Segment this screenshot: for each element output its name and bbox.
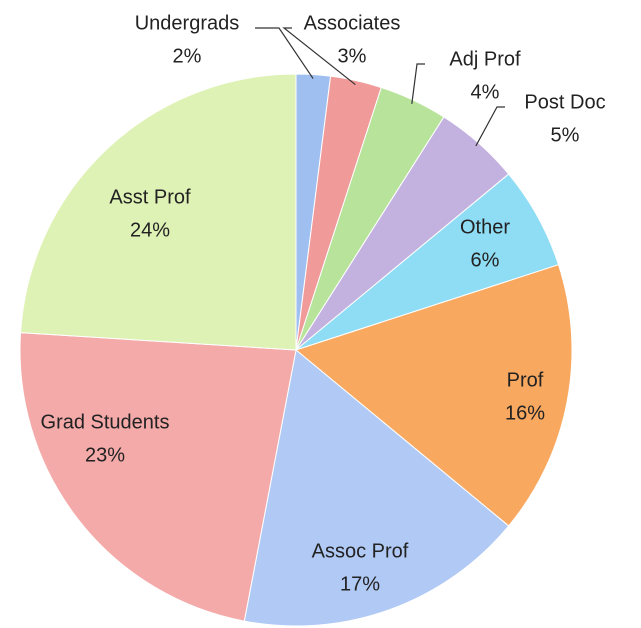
pie-slice <box>243 349 510 627</box>
slice-label: Asst Prof <box>109 186 191 208</box>
leader-line <box>282 27 356 86</box>
value-label: 16% <box>505 402 545 424</box>
value-label: 17% <box>340 573 380 595</box>
value-label: 3% <box>338 45 367 67</box>
pie-slice <box>20 73 297 351</box>
slice-label: Other <box>460 216 510 238</box>
value-label: 2% <box>173 45 202 67</box>
pie-slice <box>19 332 297 622</box>
value-label: 24% <box>130 219 170 241</box>
slice-label: Assoc Prof <box>312 540 409 562</box>
pie-slice <box>294 264 573 527</box>
leader-line <box>255 27 314 79</box>
slice-label: Post Doc <box>524 91 605 113</box>
leader-line <box>475 106 505 147</box>
value-label: 23% <box>85 444 125 466</box>
value-label: 6% <box>471 249 500 271</box>
slice-label: Undergrads <box>135 12 240 34</box>
slice-label: Grad Students <box>41 411 170 433</box>
leader-line <box>411 63 425 104</box>
value-label: 5% <box>551 124 580 146</box>
value-label: 4% <box>471 81 500 103</box>
slice-label: Associates <box>304 12 401 34</box>
slice-label: Adj Prof <box>449 48 521 70</box>
slice-label: Prof <box>507 369 544 391</box>
